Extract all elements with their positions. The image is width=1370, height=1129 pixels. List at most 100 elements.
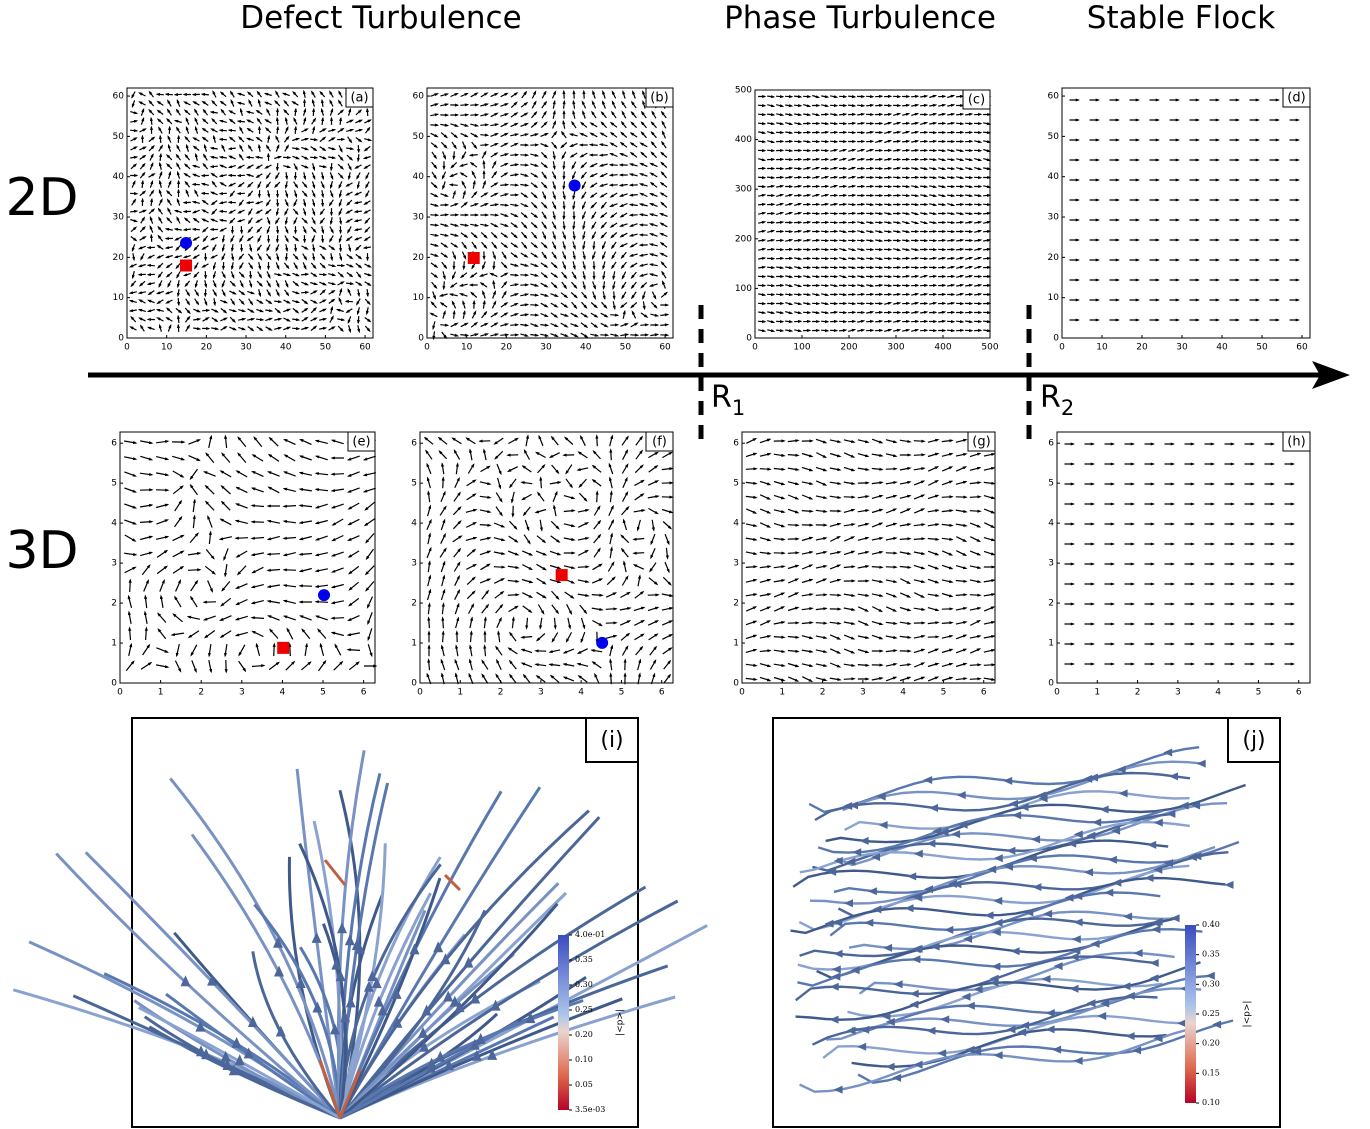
y-tick-label: 40	[413, 172, 425, 182]
colorbar-tick-label: 4.0e-01	[575, 930, 605, 939]
x-tick-label: 6	[361, 688, 367, 698]
y-tick-label: 1	[411, 639, 417, 649]
y-tick-label: 4	[411, 519, 417, 529]
colorbar-tick-label: 0.30	[575, 980, 593, 989]
arrow-shafts	[130, 91, 371, 332]
y-tick-label: 0	[111, 679, 117, 689]
threshold-symbol: R	[711, 380, 732, 415]
panel-label-box	[1227, 717, 1281, 763]
row-label: 3D	[5, 521, 78, 581]
y-tick-label: 5	[411, 479, 417, 489]
x-tick-label: 30	[1176, 343, 1188, 353]
arrow-shafts	[430, 91, 668, 339]
panel-label: (a)	[350, 91, 368, 106]
y-tick-label: 6	[111, 439, 117, 449]
arrow-shafts	[123, 435, 377, 673]
colorbar	[558, 935, 569, 1110]
panel-label: (i)	[600, 728, 623, 753]
streamline	[826, 987, 1202, 1041]
threshold-subscript: 2	[1061, 396, 1074, 420]
streamline	[814, 771, 1191, 822]
x-tick-label: 100	[793, 343, 810, 353]
y-tick-label: 1	[1048, 639, 1054, 649]
streamline-panel: 4.0e-01 0.35 0.30 0.25 0.20 0.10 0.05 3.5e-03 |<…	[12, 717, 708, 1128]
y-tick-label: 6	[1048, 439, 1054, 449]
colorbar-title: |<p>|	[1243, 1001, 1253, 1028]
panel-label-box	[1282, 87, 1311, 108]
x-tick-label: 20	[501, 343, 513, 353]
y-tick-label: 5	[733, 479, 739, 489]
x-tick-label: 2	[1135, 688, 1141, 698]
panel-label: (e)	[352, 435, 370, 450]
panel-label-box	[345, 87, 374, 108]
x-tick-label: 0	[1054, 688, 1060, 698]
y-tick-label: 50	[113, 132, 125, 142]
x-tick-label: 60	[1296, 343, 1308, 353]
column-header: Defect Turbulence	[240, 0, 521, 36]
colorbar-title: |<p>|	[616, 1009, 626, 1036]
x-tick-label: 40	[280, 343, 292, 353]
x-tick-label: 5	[619, 688, 625, 698]
y-tick-label: 30	[1048, 213, 1060, 223]
panel: 0 1 2 3 4 5 6 0 1 2 3 4 5 6 (h)	[1048, 431, 1311, 698]
arrow-shafts	[1064, 443, 1294, 665]
x-tick-label: 30	[540, 343, 552, 353]
threshold-label: R1	[711, 380, 745, 420]
y-tick-label: 6	[733, 439, 739, 449]
colorbar-tick-label: 0.25	[1202, 1009, 1220, 1018]
x-tick-label: 3	[538, 688, 544, 698]
streamline	[847, 977, 1163, 1018]
arrow-shafts	[745, 438, 995, 682]
y-tick-label: 400	[735, 135, 752, 145]
panel: 0 10 20 30 40 50 60 0 10 20 30 40 50 60 (d)	[1048, 87, 1311, 353]
threshold-label: R2	[1040, 380, 1074, 420]
y-tick-label: 3	[411, 559, 417, 569]
panel-label: (d)	[1287, 91, 1305, 106]
y-tick-label: 300	[735, 185, 752, 195]
x-tick-label: 4	[280, 688, 286, 698]
streamline-panel: 0.40 0.35 0.30 0.25 0.20 0.15 0.10 |<p>| (j)	[772, 717, 1281, 1128]
streamline	[797, 916, 1174, 971]
x-tick-label: 0	[1059, 343, 1065, 353]
defect-marker	[596, 636, 609, 649]
y-tick-label: 2	[111, 599, 117, 609]
x-tick-label: 2	[498, 688, 504, 698]
y-tick-label: 0	[746, 334, 752, 344]
streamline	[799, 917, 1160, 958]
x-tick-label: 6	[981, 688, 987, 698]
defect-marker	[555, 569, 568, 582]
colorbar-tick-label: 0.05	[575, 1080, 593, 1089]
y-tick-label: 2	[733, 599, 739, 609]
colorbar-tick-label: 0.25	[575, 1005, 593, 1014]
y-tick-label: 20	[113, 253, 125, 263]
y-tick-label: 60	[113, 92, 125, 102]
streamline	[851, 974, 1212, 1033]
axis-arrowhead	[1312, 361, 1350, 389]
x-tick-label: 3	[860, 688, 866, 698]
panel-frame	[419, 431, 674, 684]
x-tick-label: 50	[320, 343, 332, 353]
colorbar-tick-label: 0.10	[575, 1055, 593, 1064]
y-tick-label: 0	[418, 334, 424, 344]
x-tick-label: 4	[900, 688, 906, 698]
x-tick-label: 5	[941, 688, 947, 698]
streamline	[817, 809, 1164, 854]
panel-label: (f)	[652, 435, 667, 450]
column-header: Phase Turbulence	[724, 0, 996, 36]
panel: 0 1 2 3 4 5 6 0 1 2 3 4 5 6 (g)	[733, 431, 996, 698]
y-tick-label: 2	[1048, 599, 1054, 609]
panel-frame	[1056, 431, 1311, 684]
panel-frame	[119, 431, 376, 684]
y-tick-label: 2	[411, 599, 417, 609]
y-tick-label: 0	[1053, 334, 1059, 344]
arrow-heads	[1075, 98, 1300, 322]
x-tick-label: 6	[1296, 688, 1302, 698]
panel-frame	[741, 431, 996, 684]
y-tick-label: 30	[113, 213, 125, 223]
y-tick-label: 3	[1048, 559, 1054, 569]
x-tick-label: 1	[779, 688, 785, 698]
panel: 0 10 20 30 40 50 60 0 10 20 30 40 50 60 (b)	[413, 87, 674, 353]
defect-marker	[568, 179, 581, 192]
colorbar-tick-label: 0.40	[1202, 920, 1220, 929]
